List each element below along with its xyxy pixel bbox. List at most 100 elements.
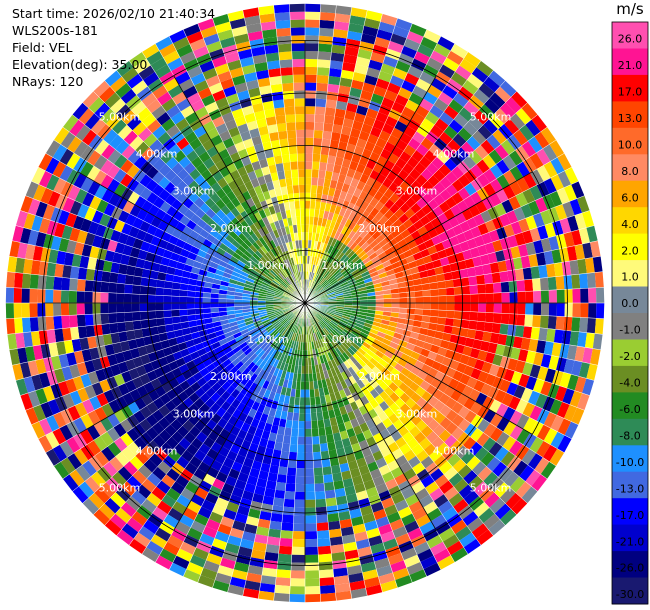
gate [345, 143, 357, 154]
gate [451, 414, 465, 427]
gate [218, 298, 227, 303]
gate [514, 232, 526, 246]
gate [196, 218, 208, 229]
gate [252, 283, 261, 289]
gate [450, 204, 462, 217]
gate [301, 358, 305, 366]
gate [448, 359, 460, 371]
gate [390, 312, 399, 318]
gate [241, 105, 254, 116]
gate [104, 70, 122, 87]
gate [459, 532, 477, 548]
gate [549, 190, 563, 207]
gate [424, 261, 435, 271]
ray-line [304, 302, 593, 397]
gate [222, 327, 232, 334]
gate [371, 255, 380, 264]
gate [69, 278, 78, 291]
gate [296, 325, 301, 334]
gate [333, 116, 345, 126]
gate [132, 320, 142, 331]
gate [62, 327, 72, 342]
ray-line [140, 302, 306, 557]
gate [148, 318, 158, 328]
gate [330, 256, 338, 265]
gate [272, 147, 282, 157]
gate [354, 340, 363, 348]
gate [347, 263, 356, 271]
range-label: 5.00km [470, 110, 512, 123]
gate [109, 272, 119, 284]
gate [403, 468, 417, 481]
gate [434, 520, 451, 535]
gate [101, 188, 114, 203]
gate [518, 348, 529, 363]
gate [150, 216, 162, 228]
gate [253, 211, 263, 222]
gate [311, 333, 316, 342]
gate [261, 371, 270, 381]
gate [339, 166, 349, 176]
gate [508, 150, 523, 166]
gate [122, 244, 133, 257]
ray-line [304, 302, 443, 573]
gate [480, 210, 492, 223]
gate [232, 226, 242, 237]
gate [157, 325, 167, 335]
gate [381, 229, 391, 239]
gate [340, 362, 348, 372]
gate [397, 358, 408, 368]
gate [493, 282, 502, 294]
gate [305, 389, 310, 398]
gate [278, 178, 287, 188]
gate [213, 345, 224, 355]
gate [335, 292, 344, 297]
gate [268, 338, 276, 346]
gate [483, 76, 500, 93]
gate [245, 388, 254, 399]
gate [282, 319, 290, 327]
gate [224, 475, 238, 487]
gate [278, 545, 293, 555]
gate [425, 481, 440, 495]
gate [535, 393, 548, 409]
gate [596, 287, 605, 303]
azimuth-spoke [173, 302, 306, 531]
gate [428, 322, 438, 331]
gate [344, 258, 352, 267]
gate [394, 186, 406, 198]
gate [393, 349, 404, 359]
gate [435, 323, 445, 333]
ray-line [80, 302, 306, 506]
gate [338, 322, 346, 329]
gate [369, 398, 380, 409]
gate [179, 78, 195, 92]
gate [118, 383, 130, 396]
gate [423, 296, 431, 303]
gate [276, 122, 287, 132]
gate [72, 102, 89, 120]
gate [106, 476, 122, 493]
gate [291, 554, 305, 563]
gate [163, 295, 172, 303]
gate [239, 256, 248, 265]
gate [180, 276, 190, 285]
gate [316, 514, 328, 524]
gate [286, 130, 297, 139]
ray-line [304, 21, 414, 304]
gate [283, 498, 295, 508]
gate [52, 144, 68, 162]
gate [199, 228, 210, 239]
ray-line [304, 302, 607, 320]
gate [93, 436, 108, 452]
gate [328, 147, 338, 157]
gate [85, 325, 95, 338]
gate [265, 544, 280, 554]
gate [21, 303, 30, 318]
gate [163, 303, 172, 311]
gate [375, 290, 384, 296]
gate [336, 336, 344, 344]
gate [38, 435, 53, 453]
gate [193, 197, 205, 209]
gate [276, 236, 283, 246]
